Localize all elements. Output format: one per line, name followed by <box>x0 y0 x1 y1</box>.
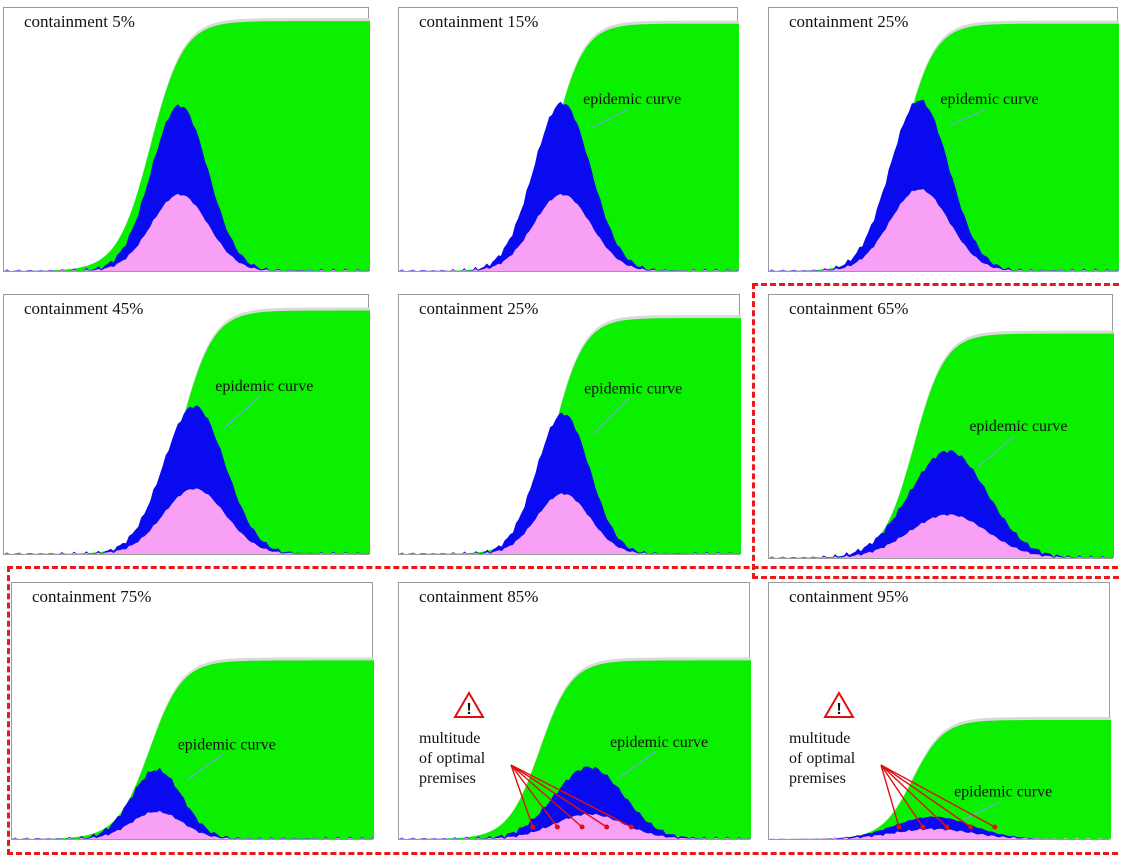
warning-arrowhead <box>628 824 634 830</box>
chart-panel: containment 5% <box>3 7 370 272</box>
area-plot: epidemic curve <box>12 657 374 839</box>
chart-panel: epidemic curve containment 15% <box>398 7 739 272</box>
svg-text:!: ! <box>466 701 471 718</box>
warning-arrow <box>880 764 972 828</box>
annotation-leader-line <box>978 435 1015 468</box>
panel-title: containment 85% <box>419 587 539 606</box>
green-area <box>769 23 1119 272</box>
panel-title: containment 65% <box>789 299 909 318</box>
area-plot <box>4 18 370 271</box>
green-area <box>769 333 1114 558</box>
chart-panel: epidemic curve! multitude of optimal premis… <box>768 582 1111 840</box>
annotation-leader-line <box>186 754 224 781</box>
area-plot: epidemic curve! multitude of optimal premis… <box>769 691 1111 839</box>
warning-icon: ! <box>453 691 485 718</box>
warning-arrowhead <box>554 824 560 830</box>
annotation-leader-line <box>591 108 629 129</box>
annotation-epidemic-curve: epidemic curve <box>178 737 276 754</box>
annotation-epidemic-curve: epidemic curve <box>940 91 1038 108</box>
warning-label: premises <box>789 770 846 787</box>
pink-area <box>12 810 374 839</box>
annotation-epidemic-curve: epidemic curve <box>215 378 313 395</box>
warning-arrow <box>880 764 948 828</box>
chart-panel: epidemic curve containment 75% <box>11 582 374 840</box>
warning-label: of optimal <box>419 750 486 767</box>
blue-area <box>769 99 1119 271</box>
annotation-epidemic-curve: epidemic curve <box>969 418 1067 435</box>
blue-area <box>399 101 739 271</box>
pink-area <box>4 193 370 271</box>
pink-area <box>399 493 741 554</box>
blue-area <box>399 412 741 554</box>
green-area <box>399 660 751 839</box>
chart-panel: epidemic curve containment 25% <box>398 294 741 555</box>
area-plot: epidemic curve <box>769 330 1114 558</box>
warning-arrowhead <box>579 824 585 830</box>
warning-arrow <box>880 764 924 828</box>
warning-icon: ! <box>823 691 855 718</box>
panel-title: containment 25% <box>419 299 539 318</box>
annotation-leader-line <box>592 398 630 435</box>
warning-arrowhead <box>992 824 998 830</box>
annotation-epidemic-curve: epidemic curve <box>583 91 681 108</box>
warning-arrow <box>880 764 996 828</box>
warning-arrowhead <box>896 824 902 830</box>
blue-area <box>399 766 751 839</box>
warning-arrowhead <box>944 824 950 830</box>
area-plot: epidemic curve <box>4 307 370 554</box>
warning-arrow <box>510 764 632 828</box>
panel-title: containment 45% <box>24 299 144 318</box>
area-plot: epidemic curve <box>769 20 1119 272</box>
annotation-leader-line <box>618 751 656 779</box>
blue-area <box>4 104 370 271</box>
warning-arrowhead <box>968 824 974 830</box>
pink-area <box>769 189 1119 271</box>
svg-text:!: ! <box>836 701 841 718</box>
warning-label: premises <box>419 770 476 787</box>
chart-panel: epidemic curve containment 45% <box>3 294 370 555</box>
blue-area <box>12 767 374 839</box>
warning-arrow <box>510 764 534 828</box>
panel-title: containment 5% <box>24 12 135 31</box>
annotation-epidemic-curve: epidemic curve <box>954 784 1052 801</box>
warning-arrow <box>510 764 558 828</box>
annotation-leader-line <box>949 108 986 127</box>
chart-panel: epidemic curve containment 65% <box>768 294 1114 559</box>
warning-arrow <box>880 764 900 828</box>
warning-arrowhead <box>530 824 536 830</box>
annotation-leader-line <box>962 801 1000 821</box>
chart-panel: epidemic curve! multitude of optimal premis… <box>398 582 751 840</box>
blue-area <box>4 405 370 554</box>
pink-area <box>399 193 739 271</box>
annotation-leader-line <box>223 395 261 429</box>
panel-title: containment 25% <box>789 12 909 31</box>
pink-area <box>769 828 1111 839</box>
blue-area <box>769 450 1114 558</box>
warning-arrowhead <box>604 824 610 830</box>
warning-arrow <box>510 764 583 828</box>
pink-area <box>4 488 370 554</box>
green-area <box>12 660 374 839</box>
blue-area <box>769 816 1111 839</box>
warning-label: multitude <box>419 730 480 747</box>
annotation-epidemic-curve: epidemic curve <box>584 380 682 397</box>
warning-label: multitude <box>789 730 850 747</box>
area-plot: epidemic curve <box>399 20 739 272</box>
warning-label: of optimal <box>789 750 856 767</box>
pink-area <box>399 813 751 839</box>
panel-title: containment 75% <box>32 587 152 606</box>
green-area <box>769 720 1111 839</box>
warning-arrowhead <box>920 824 926 830</box>
annotation-epidemic-curve: epidemic curve <box>610 734 708 751</box>
panel-title: containment 15% <box>419 12 539 31</box>
warning-arrow <box>510 764 608 828</box>
chart-panel: epidemic curve containment 25% <box>768 7 1119 272</box>
panel-title: containment 95% <box>789 587 909 606</box>
area-plot: epidemic curve! multitude of optimal premis… <box>399 657 751 839</box>
area-plot: epidemic curve <box>399 315 741 554</box>
pink-area <box>769 514 1114 558</box>
